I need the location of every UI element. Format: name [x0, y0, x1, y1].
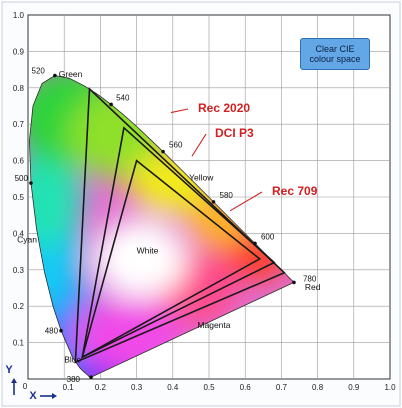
- x-tick-label: 0.4: [167, 383, 179, 392]
- y-tick-label: 0.9: [13, 47, 25, 56]
- color-blob: [93, 218, 188, 299]
- rec-709-callout: [229, 191, 263, 212]
- rec-2020-label: Rec 2020: [198, 101, 250, 115]
- y-axis-label: Y: [5, 364, 13, 376]
- gamut-triangles: [74, 87, 286, 364]
- wavelength-label-500: 500: [15, 174, 29, 183]
- x-tick-label: 0.1: [63, 383, 75, 392]
- x-tick-label: 0.5: [203, 383, 215, 392]
- wavelength-label-780: 780: [303, 274, 317, 283]
- y-tick-label: 0.4: [13, 229, 25, 238]
- wavelength-dot-540: [109, 102, 113, 107]
- wavelength-dot-500: [29, 181, 33, 185]
- y-tick-label: 0.7: [13, 120, 25, 129]
- badge-line-1: Clear CIE: [315, 44, 355, 54]
- wavelength-dot-600: [253, 241, 257, 246]
- wavelength-label-580: 580: [220, 191, 234, 200]
- y-tick-label: 0.3: [13, 266, 25, 275]
- y-axis-arrow-head: [11, 378, 17, 383]
- y-tick-label: 1.0: [13, 11, 25, 20]
- y-tick-label: 0.5: [13, 193, 25, 202]
- wavelength-label-380: 380: [67, 375, 81, 384]
- y-tick-label: 0.8: [13, 84, 25, 93]
- clear-cie-badge: Clear CIE colour space: [300, 38, 370, 70]
- wavelength-dot-480: [59, 328, 63, 333]
- x-tick-label: 0.7: [276, 383, 288, 392]
- x-tick-label: 0.6: [240, 383, 252, 392]
- rec-709-triangle: [81, 159, 262, 359]
- x-tick-label: 0.9: [348, 383, 360, 392]
- region-label-cyan: Cyan: [17, 235, 37, 245]
- wavelength-label-480: 480: [45, 327, 59, 336]
- axis-indicators: XY: [5, 364, 57, 402]
- dci-p3-triangle: [81, 126, 276, 359]
- x-tick-label: 0.8: [312, 383, 324, 392]
- dci-p3-label: DCI P3: [215, 126, 254, 140]
- wavelength-dot-380: [89, 375, 93, 379]
- region-label-white: White: [137, 245, 159, 255]
- wavelength-label-560: 560: [169, 141, 183, 150]
- y-tick-label: 0.6: [13, 157, 25, 166]
- wavelength-dot-780: [292, 280, 296, 285]
- wavelength-marks: 380 480 500 520 540 560 580 600 780: [15, 66, 317, 384]
- wavelength-dot-560: [161, 149, 165, 154]
- wavelength-label-540: 540: [116, 93, 130, 102]
- region-label-magenta: Magenta: [197, 320, 230, 330]
- y-tick-label: 0.1: [13, 339, 25, 348]
- x-tick-label: 0.3: [131, 383, 143, 392]
- wavelength-label-600: 600: [261, 232, 275, 241]
- region-label-green: Green: [59, 69, 83, 79]
- x-tick-label: 1.0: [384, 383, 396, 392]
- region-label-yellow: Yellow: [189, 173, 214, 183]
- wavelength-dot-520: [53, 73, 57, 78]
- color-blob: [29, 146, 83, 248]
- dci-p3-callout: [191, 133, 207, 157]
- rec-2020-triangle: [74, 87, 286, 364]
- wavelength-dot-580: [211, 200, 216, 204]
- badge-line-2: colour space: [309, 54, 361, 64]
- x-axis-arrow-head: [52, 393, 57, 399]
- rec-2020-callout: [170, 108, 189, 114]
- region-label-red: Red: [305, 282, 321, 292]
- chart-labels: Green Yellow Cyan White Red Magenta Blue Rec 20…: [5, 69, 320, 402]
- y-tick-label: 0.2: [13, 302, 25, 311]
- region-label-blue: Blue: [64, 355, 81, 365]
- x-tick-label: 0: [23, 382, 28, 391]
- x-tick-label: 0.2: [95, 383, 107, 392]
- wavelength-label-520: 520: [32, 66, 46, 75]
- rec-709-label: Rec 709: [272, 184, 318, 198]
- x-axis-label: X: [29, 390, 37, 402]
